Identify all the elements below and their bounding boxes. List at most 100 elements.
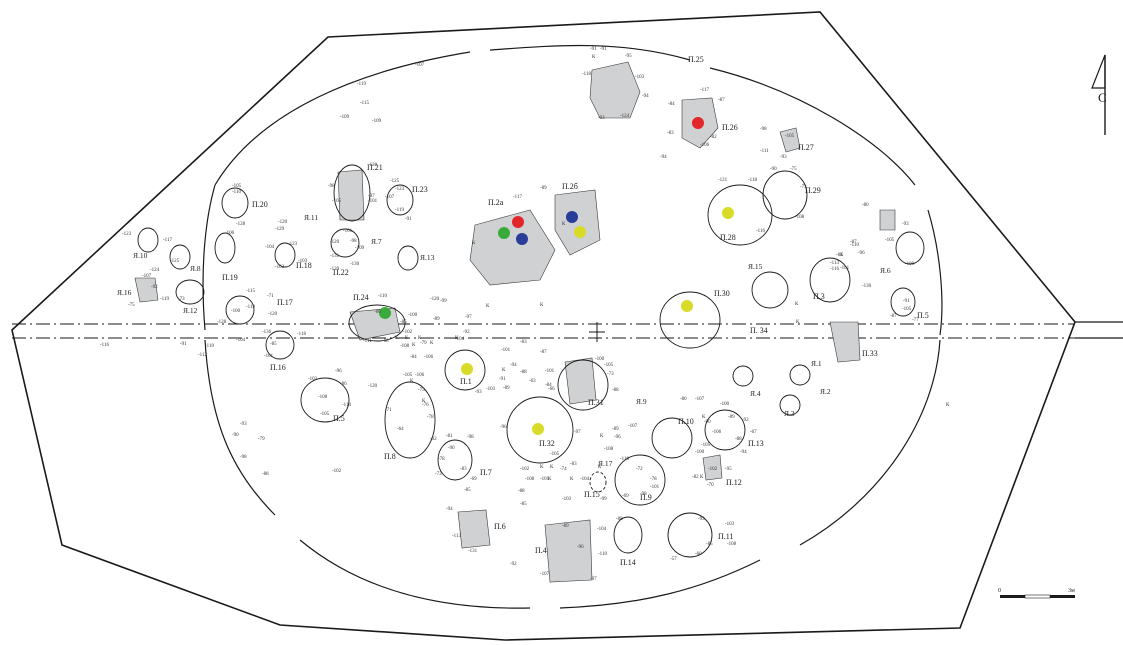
- depth-mark: -117: [513, 195, 522, 200]
- depth-mark: -104: [455, 337, 465, 342]
- depth-mark: -106: [225, 231, 235, 236]
- depth-mark: -71: [385, 408, 392, 413]
- depth-mark: -91: [903, 299, 910, 304]
- pit-label: П.19: [222, 273, 238, 282]
- scale-start-label: 0: [998, 588, 1001, 594]
- depth-mark: -125: [390, 179, 400, 184]
- depth-mark: -94: [660, 155, 667, 160]
- pit-label: П.31: [588, 398, 604, 407]
- depth-mark: -75: [418, 388, 425, 393]
- depth-mark: -83: [520, 340, 527, 345]
- pit-label: П.9: [640, 493, 652, 502]
- depth-mark: -84: [668, 102, 675, 107]
- depth-mark: -67: [750, 430, 757, 435]
- hole-label: Я.1: [811, 359, 822, 368]
- depth-mark: -99: [600, 497, 607, 502]
- pit-label: П.4: [535, 546, 547, 555]
- dwelling-ellipse-bottom: [202, 184, 941, 609]
- depth-mark: -108: [525, 477, 535, 482]
- depth-mark: -78: [650, 477, 657, 482]
- yellow-marker-icon: [722, 207, 734, 219]
- depth-mark: -114: [342, 403, 351, 408]
- depth-mark: -92: [510, 562, 517, 567]
- depth-mark: -94: [446, 507, 453, 512]
- pit-label: П.1: [460, 377, 472, 386]
- red-marker-icon: [692, 117, 704, 129]
- depth-mark: -101: [264, 354, 274, 359]
- pit-label: П.18: [296, 261, 312, 270]
- depth-mark: -93: [698, 517, 705, 522]
- depth-mark: -85: [706, 542, 713, 547]
- green-marker-icon: [498, 227, 510, 239]
- depth-mark: -102: [520, 467, 530, 472]
- k-mark: К: [592, 55, 596, 60]
- pit-label: П.25: [688, 55, 704, 64]
- k-mark: К: [598, 465, 602, 470]
- hole-label: Я.11: [304, 213, 318, 222]
- depth-mark: -105: [403, 373, 413, 378]
- depth-mark: -110: [598, 552, 607, 557]
- depth-mark: -97: [590, 577, 597, 582]
- depth-mark: -103: [725, 522, 735, 527]
- pit-label: П.7: [480, 468, 492, 477]
- hole-label: Я.15: [748, 262, 763, 271]
- depth-mark: -101: [545, 369, 555, 374]
- pit-label: П.15: [584, 490, 600, 499]
- pits-geometry: [134, 61, 925, 583]
- depth-mark: -107: [540, 572, 550, 577]
- depth-mark: -95: [725, 467, 732, 472]
- depth-mark: -125: [170, 259, 180, 264]
- depth-mark: -83: [667, 131, 674, 136]
- yellow-marker-icon: [532, 423, 544, 435]
- depth-mark: -85: [464, 488, 471, 493]
- k-mark: К: [946, 403, 950, 408]
- depth-mark: -92: [742, 418, 749, 423]
- k-mark: К: [430, 341, 434, 346]
- depth-mark: -124: [620, 114, 630, 119]
- depth-mark: -103: [308, 377, 318, 382]
- depth-mark: -118: [297, 332, 306, 337]
- k-mark: К: [540, 465, 544, 470]
- depth-mark: -80: [680, 397, 687, 402]
- depth-mark: -87: [890, 314, 897, 319]
- depth-mark: -102: [332, 469, 342, 474]
- depth-mark: -96: [577, 545, 584, 550]
- depth-mark: -77: [912, 318, 919, 323]
- depth-mark: -74: [560, 467, 567, 472]
- depth-mark: -116: [830, 267, 839, 272]
- scale-end-label: 3м: [1068, 588, 1075, 594]
- k-mark: К: [795, 302, 799, 307]
- depth-mark: -106: [415, 373, 425, 378]
- north-arrow-icon: С: [1091, 54, 1107, 135]
- depth-mark: -123: [395, 187, 405, 192]
- depth-mark: -86: [374, 310, 381, 315]
- pit-label: П.33: [862, 349, 878, 358]
- depth-mark: -105: [550, 452, 560, 457]
- depth-mark: -123: [122, 232, 132, 237]
- depth-mark: -113: [452, 534, 461, 539]
- depth-mark: -109: [355, 246, 365, 251]
- pit-label: П.2б: [562, 182, 578, 191]
- depth-mark: -120: [278, 220, 288, 225]
- depth-mark: -116: [100, 343, 109, 348]
- pit-label: П.17: [277, 298, 293, 307]
- depth-mark: -101: [840, 266, 850, 271]
- pit-label: П.24: [353, 293, 369, 302]
- depth-mark: -107: [628, 424, 638, 429]
- depth-mark: -96: [335, 369, 342, 374]
- depth-mark: -68: [382, 339, 389, 344]
- depth-mark: -91: [405, 217, 412, 222]
- depth-mark: -89: [433, 317, 440, 322]
- depth-mark: -105: [902, 307, 912, 312]
- depth-mark: -73: [435, 472, 442, 477]
- depth-mark: -66: [548, 387, 555, 392]
- hole-label: Я.17: [598, 459, 613, 468]
- depth-mark: -90: [232, 433, 239, 438]
- depth-mark: -78: [427, 415, 434, 420]
- depth-mark: -87: [850, 240, 857, 245]
- depth-mark: -100: [905, 262, 915, 267]
- depth-mark: -76: [422, 403, 429, 408]
- depth-mark: -108: [400, 344, 410, 349]
- depth-mark: -110: [378, 294, 387, 299]
- k-mark: К: [702, 415, 706, 420]
